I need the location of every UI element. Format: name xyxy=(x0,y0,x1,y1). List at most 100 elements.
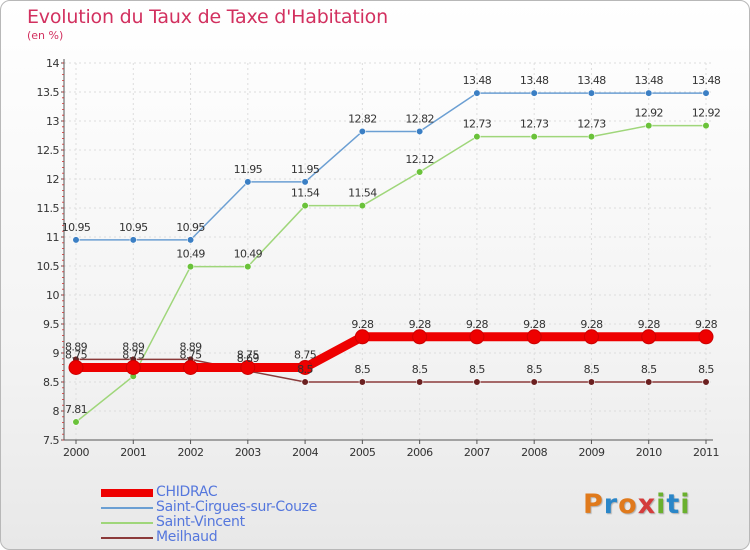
data-label-chidrac: 8.75 xyxy=(294,349,317,362)
data-point-saint-vincent xyxy=(416,168,424,176)
y-tick-label: 12 xyxy=(46,173,59,186)
data-label-chidrac: 8.75 xyxy=(237,349,260,362)
data-label-saint-vincent: 12.92 xyxy=(634,107,663,120)
data-label-saint-vincent: 12.92 xyxy=(692,107,721,120)
data-point-meilhaud xyxy=(702,378,710,386)
data-point-chidrac xyxy=(698,329,714,345)
data-point-saint-cirgues-sur-couze xyxy=(530,89,538,97)
data-label-meilhaud: 8.89 xyxy=(65,340,88,353)
data-label-meilhaud: 8.5 xyxy=(297,363,313,376)
data-label-chidrac: 8.75 xyxy=(122,349,145,362)
data-label-saint-vincent: 7.81 xyxy=(65,403,87,416)
series-line-meilhaud xyxy=(75,358,707,383)
data-point-meilhaud xyxy=(645,378,653,386)
data-label-meilhaud: 8.89 xyxy=(179,340,202,353)
data-point-saint-vincent xyxy=(645,122,653,130)
data-label-saint-cirgues-sur-couze: 13.48 xyxy=(463,74,492,87)
data-point-chidrac xyxy=(125,360,141,375)
data-label-saint-cirgues-sur-couze: 11.95 xyxy=(291,163,320,176)
data-point-saint-vincent xyxy=(358,202,366,210)
y-tick-label: 10.5 xyxy=(37,260,60,273)
data-point-saint-cirgues-sur-couze xyxy=(72,236,80,244)
legend-label: CHIDRAC xyxy=(156,484,218,500)
x-tick-label: 2000 xyxy=(63,446,89,459)
data-point-chidrac xyxy=(183,360,199,375)
data-label-saint-cirgues-sur-couze: 13.48 xyxy=(692,74,721,87)
data-label-saint-vincent: 11.54 xyxy=(291,187,320,200)
data-label-chidrac: 9.28 xyxy=(523,318,546,331)
data-label-chidrac: 9.28 xyxy=(351,318,374,331)
logo-letter: i xyxy=(656,489,667,520)
x-tick-label: 2005 xyxy=(349,446,375,459)
data-label-saint-cirgues-sur-couze: 12.82 xyxy=(405,112,434,125)
data-point-saint-cirgues-sur-couze xyxy=(645,89,653,97)
data-point-saint-cirgues-sur-couze xyxy=(702,89,710,97)
chart-title: Evolution du Taux de Taxe d'Habitation xyxy=(27,6,388,28)
data-point-saint-vincent xyxy=(301,202,309,210)
data-label-saint-cirgues-sur-couze: 13.48 xyxy=(577,74,606,87)
legend-swatch xyxy=(101,522,153,524)
logo-letter: P xyxy=(583,489,604,520)
logo-letter: t xyxy=(666,489,681,520)
data-label-meilhaud: 8.5 xyxy=(412,363,428,376)
logo-letter: o xyxy=(618,489,638,520)
data-point-saint-cirgues-sur-couze xyxy=(358,127,366,136)
legend-swatch xyxy=(101,489,153,497)
logo-letter: r xyxy=(603,489,619,520)
data-point-chidrac xyxy=(526,329,542,345)
logo-letter: i xyxy=(680,489,691,520)
data-label-meilhaud: 8.89 xyxy=(122,340,145,353)
data-point-saint-cirgues-sur-couze xyxy=(244,178,252,186)
x-tick-label: 2007 xyxy=(464,446,490,459)
data-point-saint-vincent xyxy=(473,133,481,141)
data-point-saint-cirgues-sur-couze xyxy=(416,127,424,136)
y-tick-label: 13 xyxy=(46,115,59,128)
legend-label: Saint-Vincent xyxy=(156,514,245,530)
data-point-chidrac xyxy=(641,329,657,345)
data-point-saint-cirgues-sur-couze xyxy=(473,89,481,97)
y-tick-label: 14 xyxy=(46,57,59,70)
data-label-chidrac: 8.75 xyxy=(65,349,88,362)
data-point-chidrac xyxy=(412,329,428,345)
y-tick-label: 12.5 xyxy=(37,144,60,157)
data-point-saint-cirgues-sur-couze xyxy=(129,236,137,244)
x-tick-label: 2006 xyxy=(407,446,433,459)
data-point-saint-vincent xyxy=(72,418,80,426)
x-tick-label: 2001 xyxy=(120,446,146,459)
data-label-chidrac: 9.28 xyxy=(409,318,432,331)
data-label-meilhaud: 8.5 xyxy=(641,363,657,376)
legend-label: Meilhaud xyxy=(156,529,218,545)
data-point-meilhaud xyxy=(416,378,424,386)
data-point-meilhaud xyxy=(587,378,596,386)
x-tick-label: 2003 xyxy=(235,446,261,459)
y-tick-label: 8 xyxy=(53,405,60,418)
data-label-saint-vincent: 12.73 xyxy=(520,118,549,131)
y-tick-label: 13.5 xyxy=(37,86,60,99)
data-label-saint-vincent: 10.49 xyxy=(176,248,205,261)
data-label-chidrac: 9.28 xyxy=(466,318,489,331)
x-tick-label: 2008 xyxy=(521,446,547,459)
x-tick-label: 2011 xyxy=(693,446,719,459)
data-label-saint-cirgues-sur-couze: 13.48 xyxy=(634,74,663,87)
data-label-saint-vincent: 12.73 xyxy=(463,118,492,131)
data-label-saint-vincent: 12.73 xyxy=(577,118,606,131)
series-line-chidrac xyxy=(71,332,711,372)
data-label-chidrac: 9.28 xyxy=(580,318,603,331)
y-tick-label: 8.5 xyxy=(43,376,59,389)
data-label-meilhaud: 8.5 xyxy=(355,363,371,376)
y-tick-label: 7.5 xyxy=(43,434,59,447)
data-point-chidrac xyxy=(583,329,599,345)
series-line-saint-cirgues-sur-couze xyxy=(75,92,707,241)
data-point-chidrac xyxy=(297,360,313,375)
legend-swatch xyxy=(101,507,153,509)
chart-subtitle: (en %) xyxy=(27,29,64,42)
data-label-meilhaud: 8.5 xyxy=(526,363,542,376)
data-label-saint-vincent: 11.54 xyxy=(348,187,377,200)
data-point-saint-cirgues-sur-couze xyxy=(186,236,195,244)
logo-letter: x xyxy=(637,489,657,520)
data-point-meilhaud xyxy=(358,378,366,386)
y-tick-label: 11 xyxy=(46,231,59,244)
data-label-saint-cirgues-sur-couze: 13.48 xyxy=(520,74,549,87)
proxiti-logo: Proxiti xyxy=(583,489,691,520)
